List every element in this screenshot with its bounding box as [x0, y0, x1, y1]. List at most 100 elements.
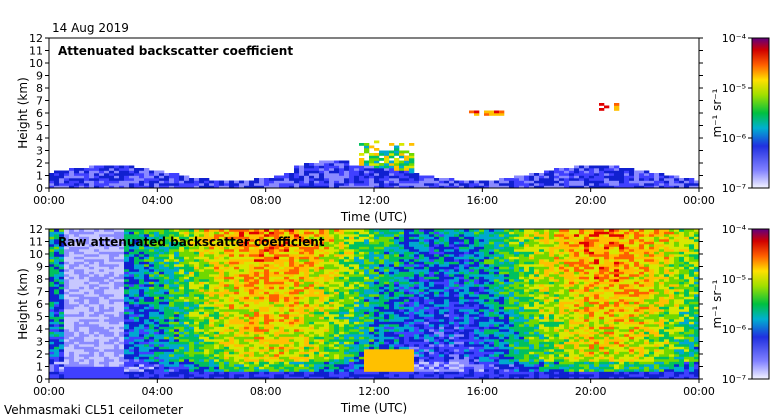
heatmap-cell	[144, 321, 150, 325]
heatmap-cell	[394, 150, 400, 154]
heatmap-cell	[319, 170, 325, 174]
heatmap-cell	[219, 366, 225, 370]
heatmap-cell	[259, 341, 265, 345]
heatmap-cell	[164, 371, 170, 375]
heatmap-cell	[219, 284, 225, 287]
heatmap-cell	[74, 239, 80, 242]
heatmap-cell	[339, 241, 345, 245]
heatmap-cell	[234, 376, 240, 380]
heatmap-cell	[264, 286, 270, 290]
heatmap-cell	[74, 376, 80, 380]
heatmap-cell	[284, 299, 290, 302]
heatmap-cell	[629, 168, 635, 171]
heatmap-cell	[334, 294, 340, 297]
heatmap-cell	[234, 271, 240, 275]
heatmap-cell	[624, 173, 630, 176]
heatmap-cell	[199, 371, 205, 375]
heatmap-cell	[339, 359, 345, 362]
heatmap-cell	[169, 361, 175, 365]
heatmap-cell	[344, 311, 350, 315]
heatmap-cell	[209, 306, 215, 310]
heatmap-cell	[219, 329, 225, 332]
heatmap-cell	[94, 289, 100, 292]
heatmap-cell	[364, 374, 370, 377]
heatmap-cell	[284, 231, 290, 235]
heatmap-cell	[69, 349, 75, 352]
heatmap-cell	[209, 369, 215, 372]
heatmap-cell	[204, 296, 210, 300]
heatmap-cell	[319, 366, 325, 370]
heatmap-cell	[104, 244, 110, 247]
heatmap-cell	[379, 314, 385, 317]
heatmap-cell	[124, 244, 130, 247]
heatmap-cell	[359, 180, 365, 184]
heatmap-cell	[384, 163, 390, 166]
heatmap-cell	[319, 376, 325, 380]
heatmap-cell	[124, 306, 130, 310]
heatmap-cell	[614, 108, 620, 111]
heatmap-cell	[349, 274, 355, 277]
heatmap-cell	[134, 246, 140, 250]
heatmap-cell	[684, 180, 690, 184]
heatmap-cell	[49, 321, 55, 325]
heatmap-cell	[344, 251, 350, 255]
heatmap-cell	[294, 286, 300, 290]
heatmap-cell	[104, 321, 110, 325]
heatmap-cell	[169, 276, 175, 280]
heatmap-cell	[384, 160, 390, 164]
heatmap-cell	[284, 319, 290, 322]
heatmap-cell	[174, 321, 180, 325]
heatmap-cell	[519, 178, 525, 181]
heatmap-cell	[369, 168, 375, 171]
heatmap-cell	[124, 359, 130, 362]
heatmap-cell	[164, 291, 170, 295]
heatmap-cell	[224, 316, 230, 320]
heatmap-cell	[274, 351, 280, 355]
heatmap-cell	[179, 354, 185, 357]
heatmap-cell	[189, 339, 195, 342]
heatmap-cell	[104, 279, 110, 282]
heatmap-cell	[279, 286, 285, 290]
heatmap-cell	[364, 264, 370, 267]
heatmap-cell	[144, 339, 150, 342]
heatmap-cell	[379, 158, 385, 161]
heatmap-cell	[94, 336, 100, 340]
heatmap-cell	[339, 264, 345, 267]
heatmap-cell	[349, 296, 355, 300]
heatmap-cell	[229, 183, 235, 186]
heatmap-cell	[84, 183, 90, 186]
heatmap-cell	[219, 271, 225, 275]
heatmap-cell	[144, 244, 150, 247]
heatmap-cell	[224, 356, 230, 360]
heatmap-cell	[94, 331, 100, 335]
heatmap-cell	[259, 241, 265, 245]
heatmap-cell	[149, 286, 155, 290]
heatmap-cell	[379, 316, 385, 320]
heatmap-cell	[214, 286, 220, 290]
heatmap-cell	[269, 356, 275, 360]
heatmap-cell	[364, 341, 370, 345]
heatmap-cell	[264, 374, 270, 377]
heatmap-cell	[619, 173, 625, 176]
heatmap-cell	[149, 324, 155, 327]
heatmap-cell	[214, 341, 220, 345]
heatmap-cell	[369, 173, 375, 176]
heatmap-cell	[199, 331, 205, 335]
heatmap-cell	[329, 296, 335, 300]
heatmap-cell	[114, 279, 120, 282]
heatmap-cell	[294, 168, 300, 171]
heatmap-cell	[579, 170, 585, 174]
heatmap-cell	[74, 178, 80, 181]
heatmap-cell	[279, 249, 285, 252]
heatmap-cell	[149, 236, 155, 240]
heatmap-cell	[269, 266, 275, 270]
heatmap-cell	[119, 301, 125, 305]
heatmap-cell	[139, 236, 145, 240]
heatmap-cell	[344, 259, 350, 262]
heatmap-cell	[374, 361, 380, 365]
heatmap-cell	[359, 341, 365, 345]
heatmap-cell	[359, 296, 365, 300]
heatmap-cell	[219, 334, 225, 337]
heatmap-cell	[274, 256, 280, 260]
heatmap-cell	[249, 284, 255, 287]
